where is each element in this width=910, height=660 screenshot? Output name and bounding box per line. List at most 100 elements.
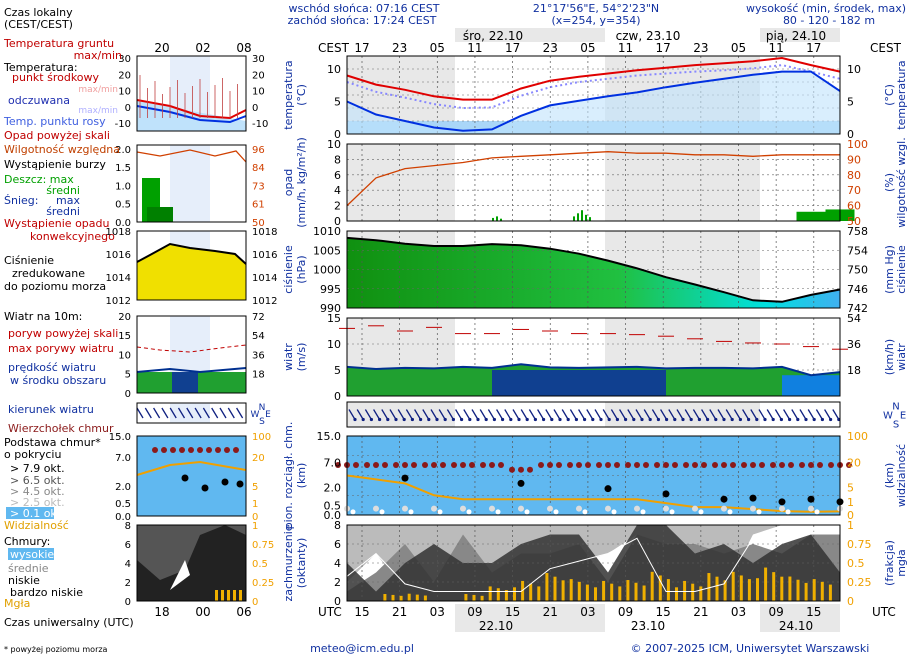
cloud-top-dot xyxy=(576,461,582,468)
axis-title-left: wiatr xyxy=(282,343,295,371)
cloud-top-dot xyxy=(335,461,341,468)
cloud-top-dot xyxy=(643,461,649,468)
cloud-base-low xyxy=(524,509,530,515)
legend-tick: 1.0 xyxy=(115,181,131,192)
day-label-bottom: 22.10 xyxy=(479,619,513,633)
legend-temp_grunt: Temperatura gruntu xyxy=(3,37,114,50)
fog-bar xyxy=(804,582,808,601)
wind-arrow-head xyxy=(681,417,685,422)
contact-email[interactable]: meteo@icm.edu.pl xyxy=(310,642,414,655)
y-tick-left: 1005 xyxy=(313,244,341,257)
wind-arrow xyxy=(594,409,602,420)
fog-bar xyxy=(820,581,824,601)
y-tick-right: 1 xyxy=(847,519,854,532)
cloud-base-low xyxy=(634,505,640,512)
legend-fog-bar xyxy=(221,590,224,601)
legend-frame xyxy=(136,402,247,424)
wind-arrow xyxy=(438,409,446,420)
cloud-top-dot xyxy=(518,466,524,473)
utc-hour-tick: 09 xyxy=(467,605,482,619)
wind-arrow xyxy=(774,409,782,420)
y-tick-right: 0 xyxy=(847,128,854,141)
legend-tick: 0 xyxy=(252,103,258,114)
wind-arrow-head xyxy=(566,417,570,422)
legend-okt79: > 7.9 okt. xyxy=(10,462,65,475)
legend-tick: 1 xyxy=(252,499,258,510)
fog-bar xyxy=(764,567,768,601)
wind-arrow-head xyxy=(804,417,808,422)
y-tick-right: 36 xyxy=(847,338,861,351)
legend-visibility-line xyxy=(136,460,247,476)
utc-hour-tick: 15 xyxy=(354,605,369,619)
y-tick-left: 1010 xyxy=(313,225,341,238)
legend-wind-arrow xyxy=(236,407,244,419)
y-tick-right: 0.5 xyxy=(847,557,865,570)
cloud-top-dot xyxy=(701,461,707,468)
legend-cloud-base xyxy=(236,480,244,488)
wind-zone xyxy=(492,370,666,396)
y-tick-right: 758 xyxy=(847,225,868,238)
legend-tick: 5 xyxy=(125,370,131,381)
legend-wilgotnosc: Wilgotność względna xyxy=(4,143,120,156)
axis-title-left: zachmurzenie xyxy=(282,524,295,601)
high-cloud-line xyxy=(346,530,840,592)
cloud-top-dot xyxy=(393,461,399,468)
wind-arrow-head xyxy=(755,417,759,422)
utc-hour-tick: 09 xyxy=(618,605,633,619)
fog-bar xyxy=(675,587,678,601)
cloud-base-low xyxy=(576,505,582,512)
y-tick-left: 0.0 xyxy=(324,509,342,522)
cloud-top-dot xyxy=(663,461,669,468)
axis-title-right: wiatr xyxy=(895,343,908,371)
fog-bar xyxy=(423,595,427,601)
legend-cest_paren: (CEST/CEST) xyxy=(4,18,73,31)
y-tick-left: 10 xyxy=(327,138,341,151)
legend-cloud-top xyxy=(233,447,239,453)
legend-max_min3: max/min xyxy=(78,106,118,116)
fog-bar xyxy=(650,571,654,601)
wind-arrow-head xyxy=(640,417,644,422)
local-hour-tick: 11 xyxy=(467,41,482,55)
elevation-values: 80 - 120 - 182 m xyxy=(783,14,875,27)
y-tick-right: 50 xyxy=(847,215,861,228)
wind-arrow-head xyxy=(451,417,455,422)
y-tick-left: 0 xyxy=(334,595,341,608)
cloud-base-low xyxy=(489,505,495,512)
cloud-top-dot xyxy=(556,461,562,468)
legend-srednie: średnie xyxy=(8,562,49,575)
wind-arrow xyxy=(569,409,577,420)
axis-title-right: mgła xyxy=(895,549,908,577)
cloud-top-dot xyxy=(741,461,747,468)
cloud-base-dot xyxy=(401,474,409,482)
wind-arrow xyxy=(824,409,832,420)
fog-bar xyxy=(828,584,832,601)
timezone-utc-label: UTC xyxy=(318,605,342,619)
wind-arrow-head xyxy=(476,417,480,422)
cloud-base-low xyxy=(808,505,814,512)
wind-arrow-head xyxy=(632,417,636,422)
y-tick-right: 0 xyxy=(847,595,854,608)
wind-arrow xyxy=(733,409,741,420)
compass-e: E xyxy=(900,411,906,422)
local-hour-tick: 05 xyxy=(430,41,445,55)
cloud-base-low xyxy=(379,509,385,515)
wind-arrow xyxy=(496,409,504,420)
y-tick-right: 1 xyxy=(847,496,854,509)
wind-arrow-head xyxy=(443,417,447,422)
wind-arrow xyxy=(627,409,635,420)
footer: meteo@icm.edu.pl © 2007-2025 ICM, Uniwer… xyxy=(310,642,869,655)
legend-tick: 96 xyxy=(252,145,265,156)
wind-arrow xyxy=(602,409,610,420)
utc-hour-tick: 09 xyxy=(769,605,784,619)
utc-hour-tick: 03 xyxy=(731,605,746,619)
legend-konwekcyjnego: konwekcyjnego xyxy=(30,230,115,243)
pressure-line xyxy=(346,236,841,303)
legend-tick: 15.0 xyxy=(109,432,131,443)
legend-okt25: > 2.5 okt. xyxy=(10,496,65,509)
cloud-base-low xyxy=(605,505,611,512)
header: wschód słońca: 07:16 CEST zachód słońca:… xyxy=(288,2,906,27)
y-tick-left: 0.5 xyxy=(324,500,342,513)
y-tick-left: 5 xyxy=(334,96,341,109)
y-tick-left: 2 xyxy=(334,200,341,213)
legend-podstawa: Podstawa chmur* xyxy=(4,436,101,449)
